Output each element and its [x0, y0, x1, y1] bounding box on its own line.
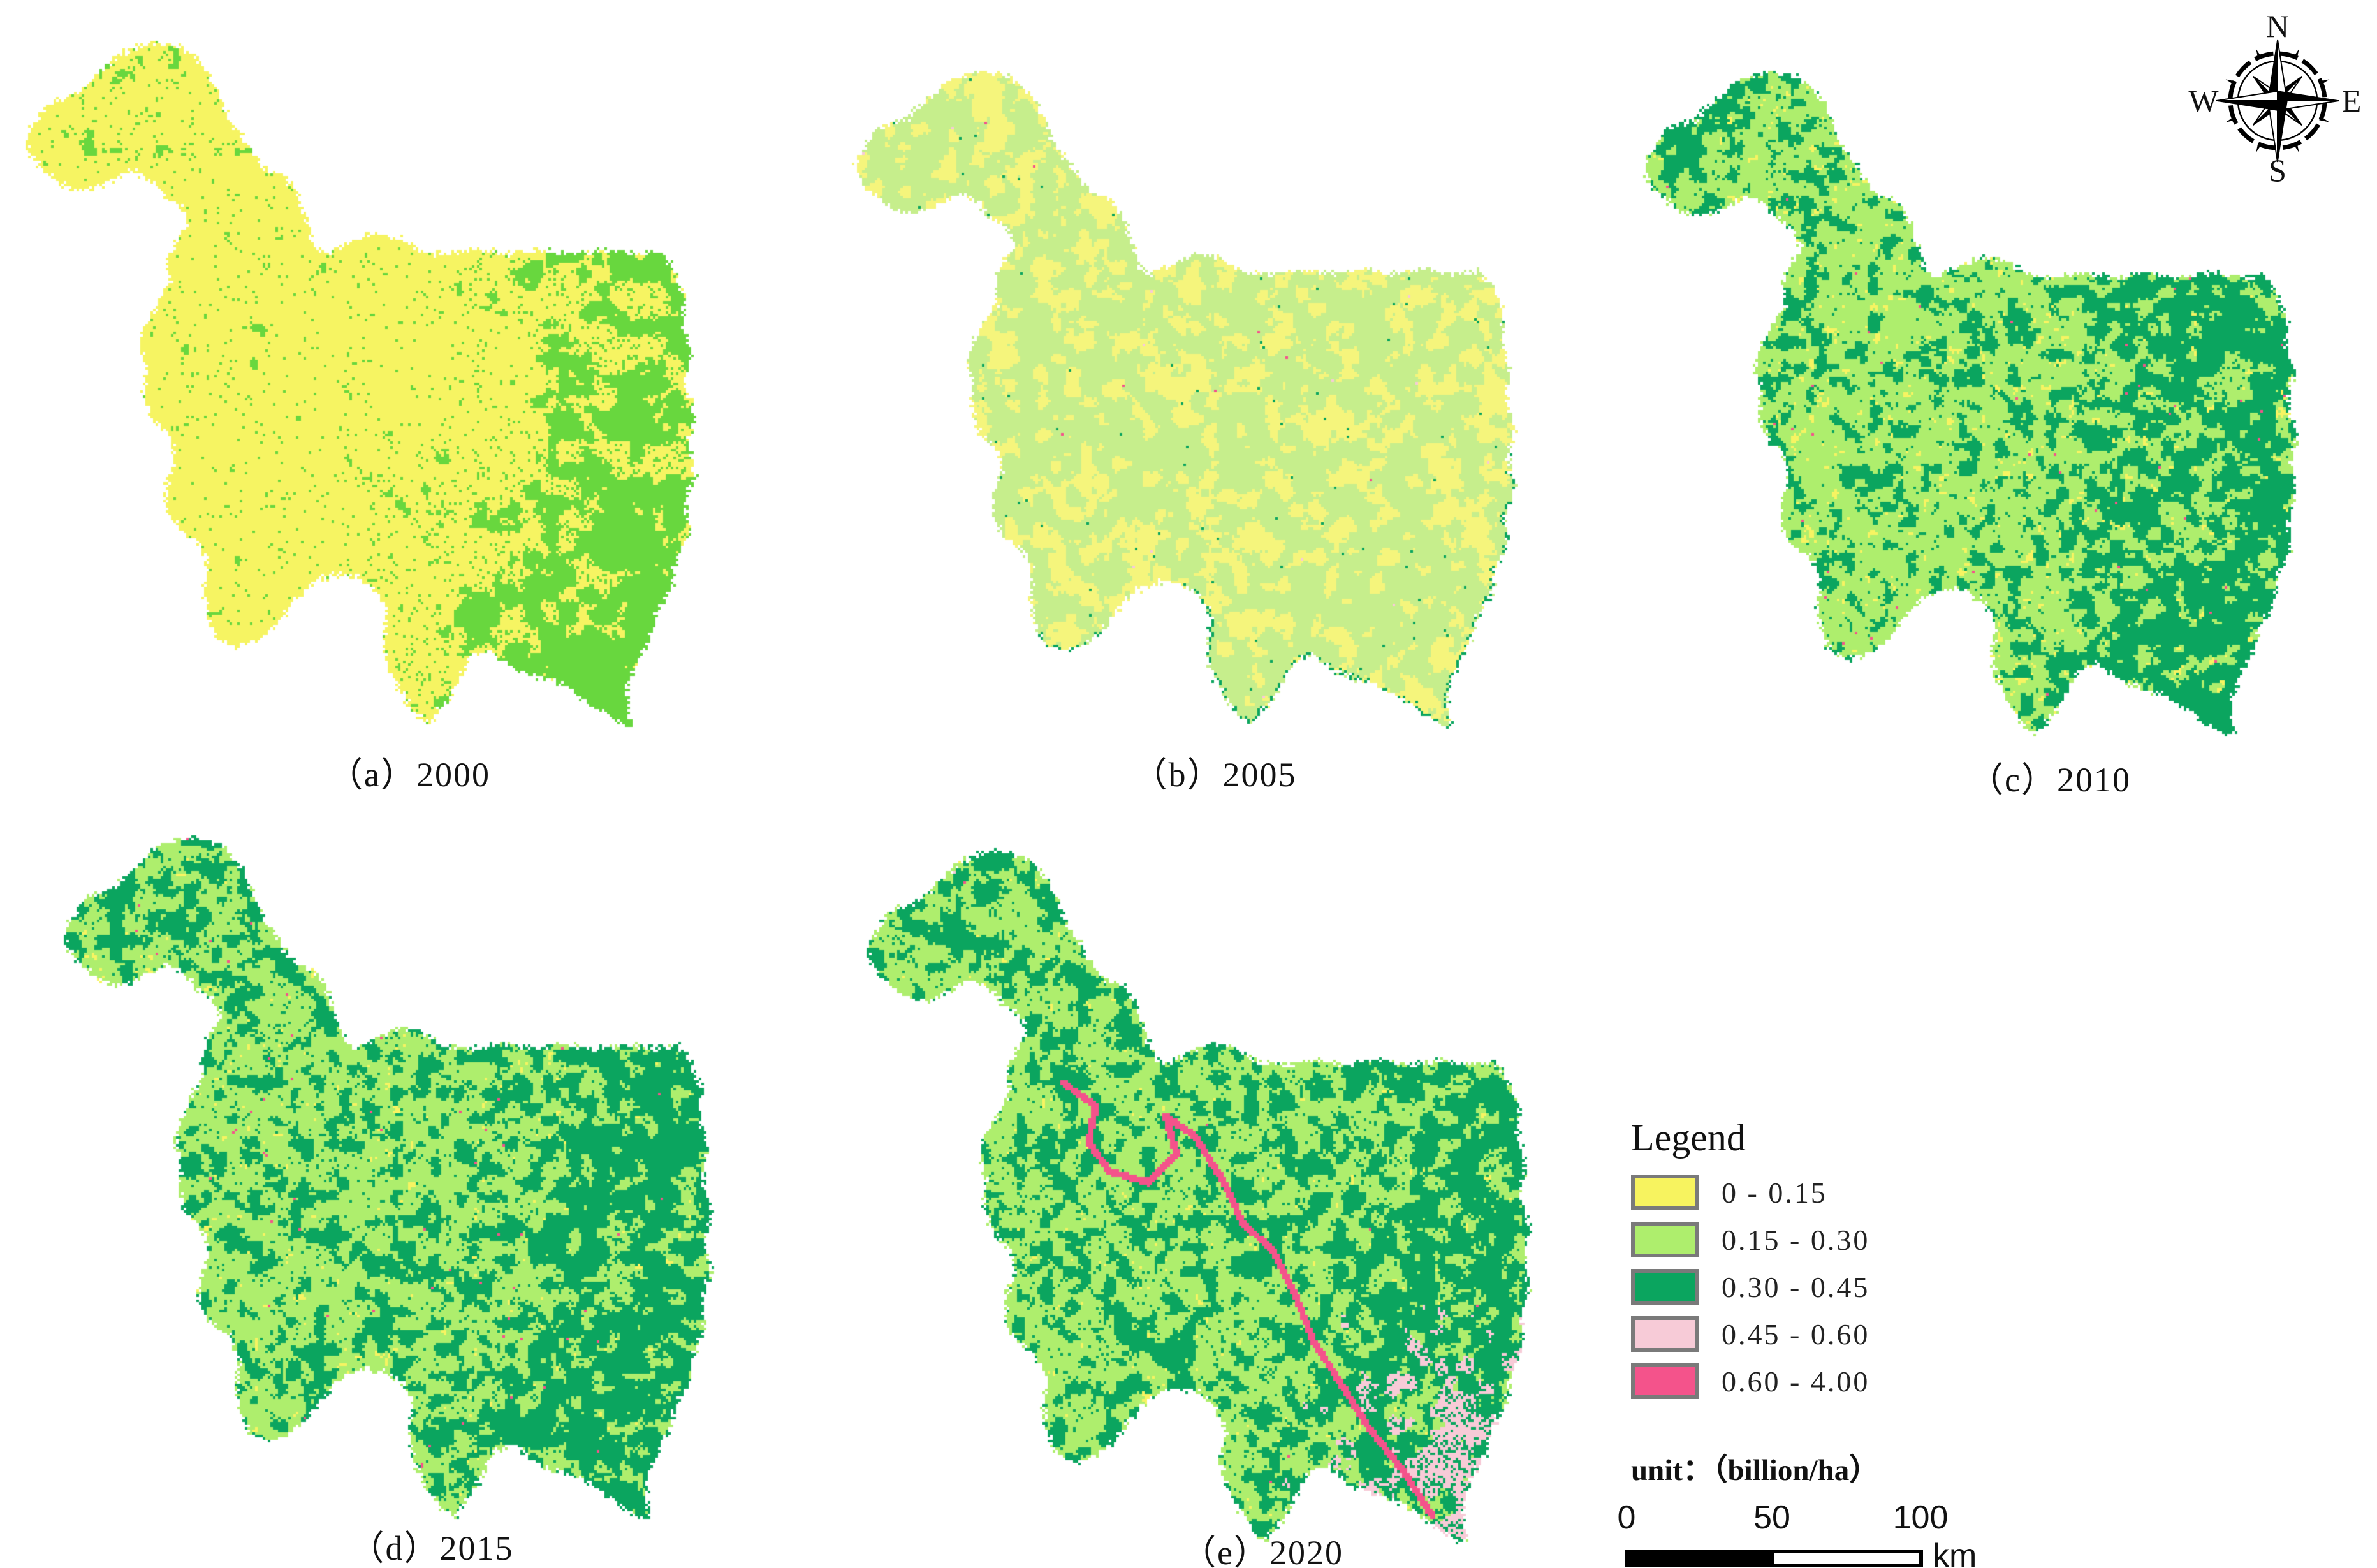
- compass-south-label: S: [2269, 152, 2286, 186]
- scale-bar-ticks: 0 50 100: [1618, 1498, 1982, 1536]
- scale-tick-0: 0: [1617, 1499, 1636, 1536]
- legend-swatch-030-045: [1631, 1269, 1699, 1305]
- legend-label: 0 - 0.15: [1722, 1176, 1827, 1209]
- scale-tick-50: 50: [1753, 1499, 1790, 1536]
- legend-item: 0.15 - 0.30: [1631, 1221, 1869, 1258]
- scale-unit: km: [1933, 1537, 1977, 1568]
- scale-bar: 0 50 100 km: [1618, 1498, 1982, 1568]
- legend-item: 0 - 0.15: [1631, 1174, 1869, 1211]
- map-panel-2010-raster: [1630, 35, 2322, 740]
- legend-title: Legend: [1631, 1117, 1746, 1159]
- compass-north-label: N: [2266, 8, 2289, 44]
- compass-rose-icon: N E S W: [2188, 8, 2362, 186]
- panel-caption-2010: （c）2010: [1969, 761, 2131, 799]
- legend-label: 0.45 - 0.60: [1722, 1317, 1870, 1351]
- map-panel-2005-raster: [842, 35, 1540, 730]
- scale-tick-100: 100: [1892, 1499, 1949, 1536]
- compass-east-label: E: [2342, 83, 2362, 119]
- map-panel-2000-raster: [13, 5, 720, 729]
- panel-caption-2015: （d）2015: [349, 1529, 514, 1567]
- panel-caption-2020: （e）2020: [1181, 1534, 1343, 1568]
- legend-label: 0.60 - 4.00: [1722, 1365, 1870, 1398]
- legend: Legend 0 - 0.15 0.15 - 0.30 0.30 - 0.45 …: [1631, 1116, 1869, 1400]
- map-panel-2015-raster: [51, 800, 736, 1523]
- panel-caption-2005: （b）2005: [1132, 756, 1297, 794]
- panel-caption-2000: （a）2000: [328, 756, 490, 794]
- legend-label: 0.30 - 0.45: [1722, 1270, 1870, 1303]
- legend-item: 0.60 - 4.00: [1631, 1363, 1869, 1400]
- legend-label: 0.15 - 0.30: [1722, 1223, 1870, 1256]
- legend-item: 0.30 - 0.45: [1631, 1268, 1869, 1305]
- legend-item: 0.45 - 0.60: [1631, 1315, 1869, 1352]
- legend-swatch-0-015: [1631, 1175, 1699, 1210]
- map-panel-2020-raster: [854, 812, 1555, 1546]
- scale-bar-rule: [1625, 1550, 1923, 1567]
- scale-bar-fill: [1629, 1553, 1774, 1564]
- compass-west-label: W: [2188, 83, 2219, 119]
- unit-label: unit：（billion/ha）: [1631, 1454, 1880, 1487]
- legend-swatch-045-060: [1631, 1316, 1699, 1352]
- legend-swatch-060-400: [1631, 1363, 1699, 1399]
- legend-swatch-015-030: [1631, 1222, 1699, 1257]
